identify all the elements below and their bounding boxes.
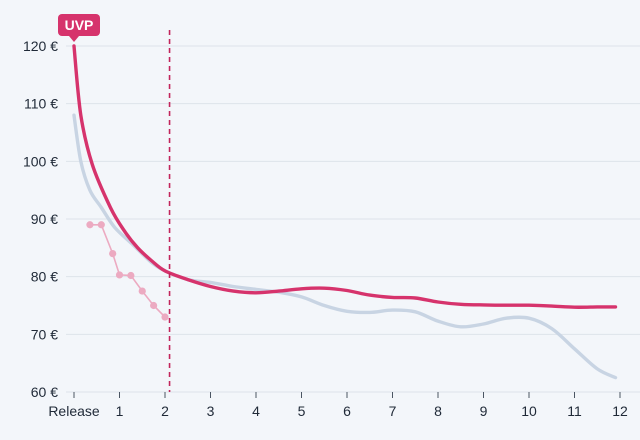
x-tick-label: 2: [161, 403, 169, 419]
y-tick-label: 80 €: [31, 269, 58, 285]
x-tick-label: 1: [116, 403, 124, 419]
uvp-badge-background: [58, 14, 100, 36]
series-point-early-prices: [97, 221, 105, 229]
y-tick-label: 110 €: [24, 96, 58, 112]
x-tick-label: 10: [521, 403, 537, 419]
y-tick-label: 120 €: [23, 38, 58, 54]
y-tick-label: 90 €: [31, 211, 58, 227]
series-point-early-prices: [115, 271, 124, 279]
series-point-early-prices: [127, 271, 135, 280]
x-tick-label: 3: [207, 403, 215, 419]
x-tick-label: 6: [343, 403, 351, 419]
y-tick-label: 60 €: [31, 384, 58, 400]
y-tick-label: 100 €: [23, 153, 58, 169]
series-point-early-prices: [138, 287, 146, 295]
x-tick-label: 11: [567, 403, 582, 419]
x-tick-label: 7: [389, 403, 397, 419]
series-point-early-prices: [86, 221, 94, 229]
y-tick-label: 70 €: [31, 326, 58, 342]
x-tick-label: Release: [48, 403, 100, 419]
uvp-badge-pointer: [69, 36, 79, 42]
series-point-early-prices: [161, 313, 169, 321]
x-tick-label: 5: [298, 403, 306, 419]
series-point-early-prices: [109, 250, 117, 258]
series-line-comparison: [72, 113, 618, 380]
x-tick-label: 12: [612, 403, 628, 419]
x-tick-label: 4: [252, 403, 260, 419]
x-tick-label: 8: [434, 403, 442, 419]
x-tick-label: 9: [480, 403, 488, 419]
uvp-badge-label: UVP: [65, 17, 94, 33]
series-point-early-prices: [150, 301, 158, 310]
series-line-price: [72, 44, 618, 309]
uvp-badge: UVP: [58, 14, 100, 42]
